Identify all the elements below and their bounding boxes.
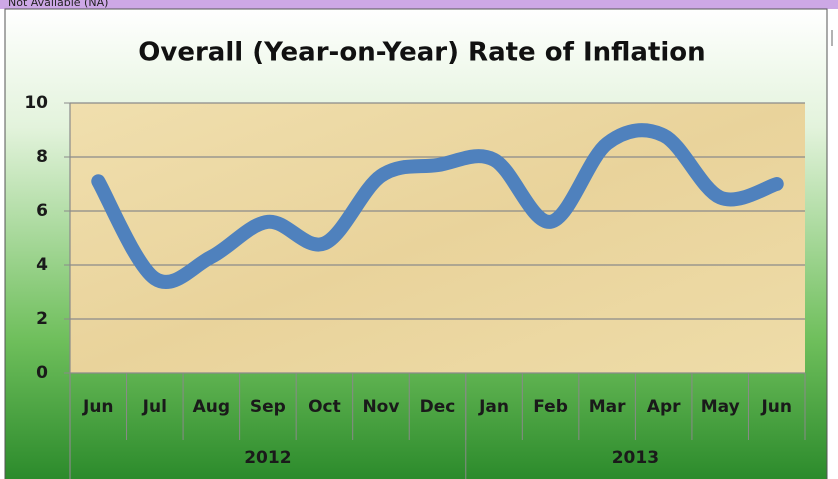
x-tick-label: Sep <box>250 397 286 417</box>
x-tick-label: Dec <box>420 397 456 417</box>
line-series <box>91 123 784 289</box>
header-note: Not Available (NA) <box>8 0 108 9</box>
x-tick-label: Aug <box>193 397 230 417</box>
x-tick-label: Mar <box>589 397 626 417</box>
x-tick-label: Feb <box>533 397 568 417</box>
x-tick-label: Oct <box>308 397 341 417</box>
y-tick-label: 0 <box>36 363 48 383</box>
x-tick-label: Jun <box>760 397 792 417</box>
header-strip <box>0 0 838 9</box>
y-tick-label: 2 <box>36 309 48 329</box>
plot-area <box>70 103 805 373</box>
x-tick-label: Jan <box>478 397 509 417</box>
x-tick-label: Jun <box>82 397 114 417</box>
x-tick-label: May <box>701 397 740 417</box>
y-tick-label: 6 <box>36 201 48 221</box>
group-label: 2012 <box>244 448 291 468</box>
x-tick-label: Jul <box>142 397 167 417</box>
y-tick-label: 8 <box>36 147 48 167</box>
x-tick-label: Nov <box>362 397 399 417</box>
x-tick-label: Apr <box>647 397 681 417</box>
group-label: 2013 <box>612 448 659 468</box>
y-tick-label: 10 <box>24 93 48 113</box>
chart-title: Overall (Year-on-Year) Rate of Inflation <box>138 38 705 68</box>
y-tick-label: 4 <box>36 255 48 275</box>
